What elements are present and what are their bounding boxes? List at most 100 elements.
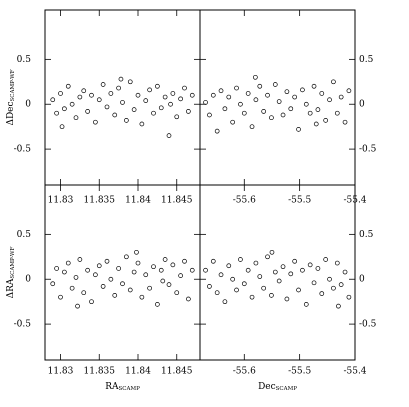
xlabel-label: RASCAMP bbox=[105, 382, 140, 392]
point bbox=[162, 94, 168, 100]
point bbox=[59, 124, 65, 130]
point bbox=[241, 110, 247, 116]
point bbox=[203, 267, 208, 273]
point bbox=[89, 299, 94, 305]
point bbox=[226, 94, 232, 100]
point bbox=[346, 88, 352, 94]
point bbox=[178, 96, 183, 102]
point bbox=[108, 276, 114, 282]
point bbox=[143, 98, 149, 103]
point bbox=[288, 271, 294, 277]
point bbox=[58, 91, 63, 96]
point bbox=[253, 74, 258, 80]
y-tick-label: 0 bbox=[25, 100, 31, 110]
point bbox=[319, 91, 325, 96]
point bbox=[155, 83, 160, 89]
ylabel-label-main: ΔDec bbox=[6, 101, 16, 125]
point bbox=[222, 106, 228, 112]
point bbox=[313, 121, 319, 127]
point bbox=[284, 89, 290, 95]
point bbox=[323, 118, 329, 123]
point bbox=[203, 100, 208, 105]
point bbox=[73, 115, 79, 121]
point bbox=[265, 92, 270, 98]
point bbox=[292, 258, 298, 264]
point bbox=[151, 264, 156, 270]
panel-frame bbox=[44, 9, 201, 186]
point bbox=[238, 257, 243, 262]
y-tick-label: 0.5 bbox=[17, 230, 32, 240]
point bbox=[118, 76, 124, 82]
point bbox=[166, 133, 172, 138]
point bbox=[269, 115, 274, 121]
point bbox=[93, 119, 98, 125]
point bbox=[296, 287, 301, 293]
point bbox=[249, 294, 255, 300]
point bbox=[81, 88, 87, 94]
x-tick-label: -55.4 bbox=[343, 367, 366, 377]
point bbox=[334, 110, 340, 116]
xlabel-label: DecSCAMP bbox=[258, 382, 297, 392]
point bbox=[112, 293, 118, 298]
point bbox=[50, 281, 56, 287]
point bbox=[238, 101, 243, 107]
point bbox=[182, 258, 187, 264]
point bbox=[272, 269, 278, 275]
point bbox=[166, 282, 172, 287]
x-tick-label: -55.6 bbox=[233, 367, 256, 377]
point bbox=[69, 285, 75, 291]
point bbox=[162, 257, 168, 262]
point bbox=[315, 266, 321, 271]
point bbox=[245, 267, 251, 273]
point bbox=[276, 278, 282, 284]
point bbox=[323, 257, 329, 262]
point bbox=[230, 119, 236, 125]
point bbox=[296, 127, 301, 132]
point bbox=[89, 92, 94, 98]
y-tick-label: 0.5 bbox=[359, 230, 374, 240]
point bbox=[182, 85, 187, 91]
point bbox=[100, 284, 106, 289]
point bbox=[93, 272, 98, 278]
point bbox=[342, 119, 348, 125]
point bbox=[69, 101, 75, 107]
point bbox=[226, 263, 232, 269]
point bbox=[124, 118, 129, 123]
point bbox=[139, 121, 145, 127]
point bbox=[134, 249, 139, 255]
point bbox=[303, 302, 309, 307]
point bbox=[174, 114, 180, 120]
point bbox=[269, 249, 275, 255]
point bbox=[100, 82, 106, 87]
point bbox=[168, 101, 173, 107]
point bbox=[214, 290, 220, 296]
point bbox=[338, 282, 344, 287]
point bbox=[124, 254, 129, 260]
point bbox=[331, 285, 336, 291]
point bbox=[139, 294, 145, 300]
x-tick-label: -55.4 bbox=[343, 196, 366, 206]
point bbox=[151, 110, 156, 116]
point bbox=[104, 258, 110, 264]
point bbox=[303, 101, 309, 107]
point bbox=[170, 91, 176, 96]
point bbox=[189, 92, 195, 98]
point bbox=[346, 294, 352, 300]
point bbox=[327, 97, 332, 103]
point bbox=[334, 260, 340, 266]
point bbox=[158, 267, 164, 273]
point bbox=[62, 269, 67, 275]
point bbox=[218, 272, 224, 278]
point bbox=[143, 272, 149, 278]
x-tick-label: 11.835 bbox=[84, 196, 116, 206]
point bbox=[241, 281, 247, 287]
point bbox=[85, 267, 90, 273]
point bbox=[230, 276, 236, 282]
x-tick-label: 11.83 bbox=[48, 367, 74, 377]
point bbox=[116, 85, 121, 91]
point bbox=[284, 296, 290, 302]
point bbox=[50, 97, 56, 103]
x-tick-label: 11.84 bbox=[125, 196, 151, 206]
point bbox=[342, 269, 348, 275]
